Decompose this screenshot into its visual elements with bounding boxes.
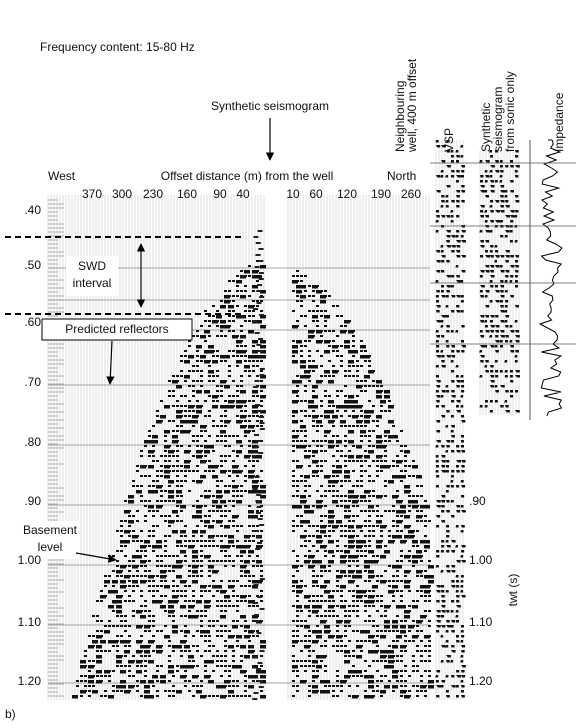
synthetic-traces bbox=[479, 150, 520, 415]
synthetic-label: Synthetic seismogram bbox=[211, 99, 329, 113]
time-label: .70 bbox=[24, 375, 41, 389]
panel-label: b) bbox=[5, 707, 16, 721]
offset-label: 370 bbox=[82, 187, 102, 201]
west-label: West bbox=[48, 169, 76, 183]
offset-label: 230 bbox=[143, 187, 163, 201]
offset-label: 90 bbox=[213, 187, 227, 201]
arrow bbox=[75, 552, 117, 563]
time-label: 1.10 bbox=[18, 615, 42, 629]
offset-label: 190 bbox=[371, 187, 391, 201]
column-header: Impedance bbox=[552, 92, 566, 152]
column-header: VSP bbox=[442, 128, 456, 152]
column-header: well, 400 m offset bbox=[405, 58, 419, 153]
time-label: .90 bbox=[24, 494, 41, 508]
frequency-note: Frequency content: 15-80 Hz bbox=[40, 40, 195, 54]
offset-label: 300 bbox=[112, 187, 132, 201]
column-header: Synthetic bbox=[479, 103, 493, 152]
north-label: North bbox=[387, 169, 416, 183]
time-label: .80 bbox=[24, 435, 41, 449]
time-label: .60 bbox=[24, 315, 41, 329]
label-bg bbox=[66, 256, 118, 296]
column-header: Neighbouring bbox=[393, 81, 407, 152]
ruler bbox=[48, 199, 64, 697]
column-header: from sonic only bbox=[503, 71, 517, 152]
arrow bbox=[106, 340, 115, 385]
swd-label: interval bbox=[73, 276, 112, 290]
reflectors-label: Predicted reflectors bbox=[65, 322, 168, 336]
column-header: seismogram bbox=[491, 87, 505, 152]
time-label: .50 bbox=[24, 258, 41, 272]
time-label: 1.00 bbox=[18, 553, 42, 567]
seismic-display bbox=[47, 139, 576, 700]
basement-label: Basement bbox=[23, 523, 78, 537]
synthetic-strip bbox=[479, 150, 520, 413]
axis-title: Offset distance (m) from the well bbox=[161, 169, 334, 183]
time-label: 1.10 bbox=[469, 615, 493, 629]
time-label: 1.00 bbox=[469, 553, 493, 567]
offset-label: 10 bbox=[286, 187, 300, 201]
time-label: .40 bbox=[24, 203, 41, 217]
swd-label: SWD bbox=[78, 259, 106, 273]
offset-label: 260 bbox=[401, 187, 421, 201]
time-label: 1.20 bbox=[469, 674, 493, 688]
time-label: .90 bbox=[469, 494, 486, 508]
label-bg bbox=[20, 521, 80, 559]
time-label: 1.20 bbox=[18, 674, 42, 688]
label-box bbox=[41, 318, 193, 341]
offset-label: 60 bbox=[309, 187, 323, 201]
offset-label: 160 bbox=[177, 187, 197, 201]
offset-label: 40 bbox=[236, 187, 250, 201]
axis-title: twt (s) bbox=[506, 574, 520, 607]
basement-label: level bbox=[38, 540, 63, 554]
offset-label: 120 bbox=[337, 187, 357, 201]
vsp-strip bbox=[435, 140, 466, 698]
impedance-curve bbox=[538, 139, 563, 417]
